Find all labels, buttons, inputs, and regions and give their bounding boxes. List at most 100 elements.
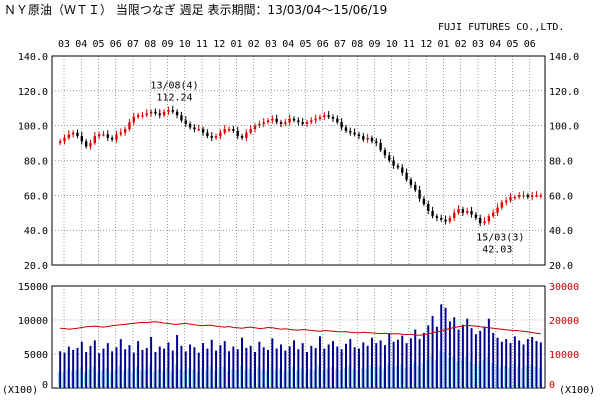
month-label: 02 xyxy=(455,39,467,50)
candle-body xyxy=(461,209,465,213)
candle-body xyxy=(180,115,183,121)
volume-bar xyxy=(323,348,326,388)
y-tick-label-left: 20.0 xyxy=(24,261,48,272)
month-label: 08 xyxy=(144,39,156,50)
candle-body xyxy=(89,143,92,147)
candle-body xyxy=(453,212,456,218)
volume-bar xyxy=(124,349,127,388)
volume-bar xyxy=(492,332,495,388)
candle-body xyxy=(444,219,447,222)
volume-bar xyxy=(487,318,490,388)
candle-body xyxy=(253,125,257,130)
volume-bar xyxy=(232,346,235,388)
candle-body xyxy=(102,134,105,136)
candle-body xyxy=(349,130,352,133)
candle-body xyxy=(71,132,75,135)
volume-bar xyxy=(106,343,109,388)
candle-body xyxy=(401,167,404,173)
volume-bar xyxy=(67,346,70,388)
candle-body xyxy=(500,202,504,208)
candle-body xyxy=(240,136,244,138)
candle-body xyxy=(132,116,135,123)
candle-body xyxy=(279,122,283,124)
volume-bar xyxy=(206,348,209,388)
candle-body xyxy=(110,137,114,140)
candle-body xyxy=(331,116,335,119)
volume-bar xyxy=(444,307,447,388)
y-tick-label-left: 120.0 xyxy=(18,87,48,98)
volume-bar xyxy=(293,340,295,388)
volume-bar xyxy=(111,351,114,388)
month-label: 06 xyxy=(317,39,329,50)
candle-body xyxy=(67,134,71,138)
volume-bar xyxy=(375,343,378,388)
y-tick-label-right: 140.0 xyxy=(549,52,579,63)
open-interest-line xyxy=(60,321,541,336)
volume-bar xyxy=(76,347,79,388)
volume-bar xyxy=(336,346,339,388)
candle-body xyxy=(97,134,101,137)
month-label: 05 xyxy=(92,39,104,50)
volume-bar xyxy=(414,329,417,388)
month-label: 06 xyxy=(110,39,122,50)
candle-body xyxy=(392,160,395,166)
candle-body xyxy=(396,165,400,168)
candle-body xyxy=(136,115,140,117)
volume-bar xyxy=(357,348,360,388)
month-label: 05 xyxy=(299,39,311,50)
volume-bar xyxy=(448,321,451,388)
candle-body xyxy=(414,184,417,191)
volume-bar xyxy=(271,338,274,388)
volume-bar xyxy=(254,351,257,388)
volume-bar xyxy=(526,339,529,388)
volume-bar xyxy=(539,342,542,388)
candle-body xyxy=(530,195,534,198)
candle-body xyxy=(167,109,170,112)
annotation-low-label: 15/03(3) xyxy=(476,233,524,244)
open-interest-axis-tick: 20000 xyxy=(549,316,579,327)
volume-bar xyxy=(392,341,395,388)
volume-bar xyxy=(383,345,386,388)
volume-bar xyxy=(275,348,278,388)
candle-body xyxy=(106,134,109,138)
volume-bar xyxy=(396,339,399,388)
volume-bar xyxy=(128,345,131,388)
candle-body xyxy=(336,118,339,123)
y-tick-label-right: 100.0 xyxy=(549,122,579,133)
y-tick-label-right: 60.0 xyxy=(549,191,573,202)
volume-bar xyxy=(535,341,538,388)
volume-bar xyxy=(267,349,269,388)
volume-bar xyxy=(349,339,352,388)
candle-body xyxy=(318,116,322,119)
volume-bar xyxy=(297,349,300,388)
volume-axis-tick: 10000 xyxy=(18,316,48,327)
month-label: 07 xyxy=(127,39,139,50)
candle-body xyxy=(76,132,79,137)
candle-body xyxy=(366,137,369,140)
volume-bar xyxy=(388,333,391,388)
month-label: 09 xyxy=(161,39,173,50)
month-label: 04 xyxy=(282,39,294,50)
candle-body xyxy=(119,132,122,135)
candle-body xyxy=(388,155,391,161)
candle-body xyxy=(115,134,118,140)
month-label: 03 xyxy=(472,39,484,50)
candle-body xyxy=(171,109,174,112)
volume-bar xyxy=(518,340,521,388)
volume-bar xyxy=(141,349,144,388)
volume-bar xyxy=(158,346,161,388)
candle-body xyxy=(492,212,495,217)
volume-bar xyxy=(202,343,205,388)
candle-body xyxy=(505,200,508,203)
annotation-low-value: 42.03 xyxy=(482,245,512,256)
candle-body xyxy=(154,111,157,114)
candle-body xyxy=(314,118,317,121)
volume-bar xyxy=(132,352,135,388)
volume-bar xyxy=(280,344,282,388)
volume-bar xyxy=(474,334,477,388)
month-label: 01 xyxy=(230,39,242,50)
volume-bar xyxy=(453,317,456,388)
candle-body xyxy=(496,207,499,213)
candle-body xyxy=(206,132,209,137)
candle-body xyxy=(184,120,187,124)
